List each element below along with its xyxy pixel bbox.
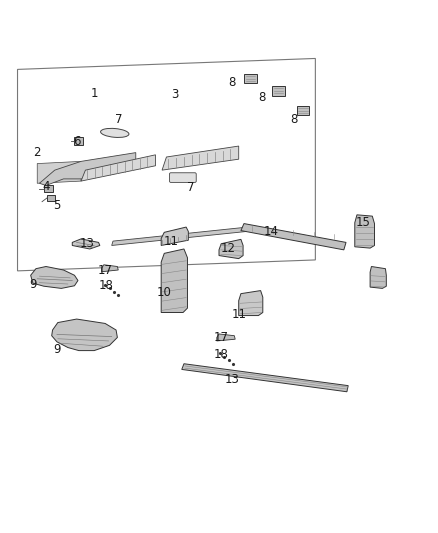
FancyBboxPatch shape — [44, 185, 53, 192]
Polygon shape — [31, 266, 78, 288]
Text: 18: 18 — [99, 279, 114, 292]
Polygon shape — [102, 265, 118, 272]
Text: 13: 13 — [80, 237, 95, 250]
FancyBboxPatch shape — [47, 195, 55, 201]
Polygon shape — [219, 239, 243, 259]
Text: 8: 8 — [290, 114, 297, 126]
Polygon shape — [112, 227, 247, 246]
Text: 2: 2 — [33, 146, 41, 159]
Polygon shape — [161, 249, 187, 312]
Polygon shape — [239, 290, 263, 316]
Polygon shape — [39, 152, 136, 185]
Polygon shape — [217, 334, 235, 341]
Text: 17: 17 — [214, 331, 229, 344]
Text: 6: 6 — [73, 135, 81, 148]
Polygon shape — [241, 223, 346, 250]
FancyBboxPatch shape — [297, 106, 309, 115]
Text: 9: 9 — [53, 343, 61, 356]
FancyBboxPatch shape — [272, 86, 285, 96]
Text: 14: 14 — [264, 225, 279, 238]
FancyBboxPatch shape — [170, 173, 196, 182]
Text: 11: 11 — [163, 235, 178, 248]
Polygon shape — [161, 227, 188, 246]
Text: 13: 13 — [225, 373, 240, 385]
Polygon shape — [81, 155, 155, 181]
FancyBboxPatch shape — [244, 74, 257, 84]
Text: 17: 17 — [98, 263, 113, 277]
Text: 4: 4 — [42, 180, 50, 193]
Text: 15: 15 — [356, 216, 371, 229]
Polygon shape — [355, 215, 374, 248]
Text: 7: 7 — [114, 113, 122, 126]
Text: 8: 8 — [258, 91, 265, 104]
Text: 11: 11 — [231, 308, 246, 321]
Text: 7: 7 — [187, 181, 194, 193]
Text: 9: 9 — [29, 278, 37, 292]
Text: 8: 8 — [229, 76, 236, 89]
Polygon shape — [52, 319, 117, 351]
Text: 1: 1 — [90, 87, 98, 100]
Polygon shape — [72, 239, 100, 249]
FancyBboxPatch shape — [74, 138, 83, 145]
Polygon shape — [182, 364, 348, 392]
Text: 12: 12 — [220, 243, 235, 255]
Text: 3: 3 — [172, 88, 179, 101]
Polygon shape — [162, 146, 239, 170]
Ellipse shape — [101, 128, 129, 138]
Polygon shape — [37, 161, 81, 183]
Text: 10: 10 — [157, 286, 172, 300]
Polygon shape — [370, 266, 386, 288]
Text: 18: 18 — [214, 348, 229, 361]
Text: 5: 5 — [53, 199, 60, 212]
